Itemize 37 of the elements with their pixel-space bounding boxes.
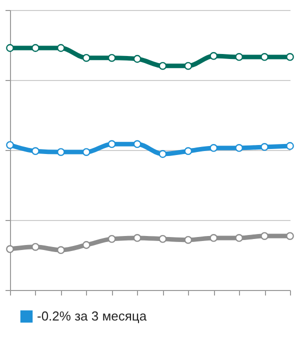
point bbox=[184, 236, 192, 244]
point bbox=[286, 142, 294, 150]
point bbox=[210, 52, 218, 60]
point bbox=[133, 140, 142, 148]
point bbox=[6, 44, 14, 52]
point bbox=[235, 144, 244, 152]
point bbox=[108, 140, 116, 148]
point bbox=[158, 150, 167, 158]
point bbox=[235, 53, 244, 61]
point bbox=[286, 53, 294, 61]
point bbox=[56, 44, 65, 52]
point bbox=[158, 62, 167, 70]
point bbox=[260, 53, 268, 61]
point bbox=[82, 148, 90, 156]
point bbox=[133, 234, 142, 242]
point bbox=[32, 44, 40, 52]
point bbox=[6, 141, 14, 149]
point bbox=[158, 234, 167, 243]
legend-label: -0.2% за 3 месяца bbox=[37, 308, 148, 324]
point bbox=[235, 234, 244, 242]
point bbox=[260, 232, 268, 240]
point bbox=[82, 54, 90, 62]
point bbox=[184, 62, 192, 70]
point bbox=[184, 147, 192, 156]
point bbox=[286, 232, 294, 240]
point bbox=[108, 54, 116, 62]
point bbox=[56, 246, 65, 254]
point bbox=[6, 245, 14, 254]
point bbox=[32, 147, 40, 156]
point bbox=[56, 148, 65, 156]
point bbox=[210, 144, 218, 152]
point bbox=[108, 234, 116, 243]
point bbox=[32, 242, 40, 251]
point bbox=[133, 54, 142, 63]
point bbox=[260, 143, 268, 151]
point bbox=[82, 241, 90, 249]
point bbox=[210, 234, 218, 242]
